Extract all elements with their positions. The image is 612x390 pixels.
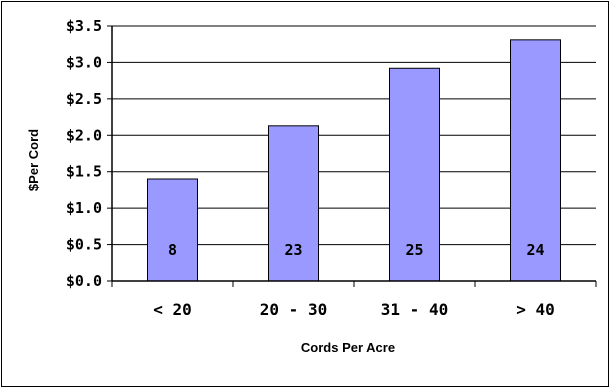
- bar: [510, 39, 561, 282]
- x-tick-label: < 20: [153, 300, 192, 319]
- bar: [268, 125, 319, 282]
- bar-data-label: 8: [168, 241, 177, 259]
- x-axis-tick-labels: < 20 20 - 30 31 - 40 > 40: [111, 281, 597, 319]
- bar: [389, 67, 440, 282]
- y-tick-label: $2.0: [66, 126, 102, 144]
- x-tick-label: 20 - 30: [260, 300, 327, 319]
- bars: 8 23 25 24: [147, 39, 561, 282]
- x-tick-label: 31 - 40: [381, 300, 448, 319]
- y-tick-label: $0.5: [66, 236, 102, 254]
- y-tick-label: $1.5: [66, 163, 102, 181]
- bar-data-label: 25: [405, 241, 423, 259]
- bar: [147, 178, 198, 282]
- bar-data-label: 23: [284, 241, 302, 259]
- x-axis-title: Cords Per Acre: [301, 340, 395, 355]
- y-axis-ticks: $0.0 $0.5 $1.0 $1.5 $2.0 $2.5 $3.0 $3.5: [66, 17, 112, 290]
- x-tick-label: > 40: [516, 300, 555, 319]
- y-tick-label: $0.0: [66, 272, 102, 290]
- y-tick-label: $2.5: [66, 90, 102, 108]
- y-tick-label: $3.5: [66, 17, 102, 35]
- y-axis-title: $Per Cord: [26, 129, 41, 191]
- axes: [111, 26, 596, 282]
- y-tick-label: $1.0: [66, 199, 102, 217]
- y-tick-label: $3.0: [66, 53, 102, 71]
- bar-data-label: 24: [526, 241, 544, 259]
